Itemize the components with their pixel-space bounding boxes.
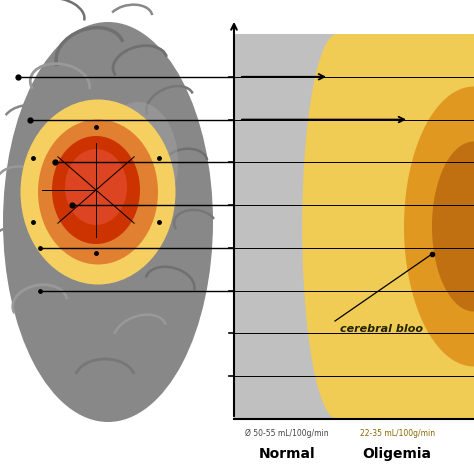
- Ellipse shape: [3, 22, 213, 422]
- Ellipse shape: [98, 102, 178, 222]
- Bar: [234, 34, 337, 419]
- Ellipse shape: [52, 136, 140, 244]
- Polygon shape: [302, 34, 474, 419]
- Text: Normal: Normal: [258, 447, 315, 461]
- Text: 22-35 mL/100g/min: 22-35 mL/100g/min: [360, 429, 435, 438]
- Text: Ø 50-55 mL/100g/min: Ø 50-55 mL/100g/min: [245, 429, 328, 438]
- Ellipse shape: [20, 100, 175, 284]
- Polygon shape: [432, 34, 474, 419]
- Text: Oligemia: Oligemia: [363, 447, 432, 461]
- Text: cerebral bloo: cerebral bloo: [340, 324, 423, 334]
- Ellipse shape: [65, 149, 127, 225]
- Ellipse shape: [38, 119, 158, 264]
- Polygon shape: [404, 34, 474, 419]
